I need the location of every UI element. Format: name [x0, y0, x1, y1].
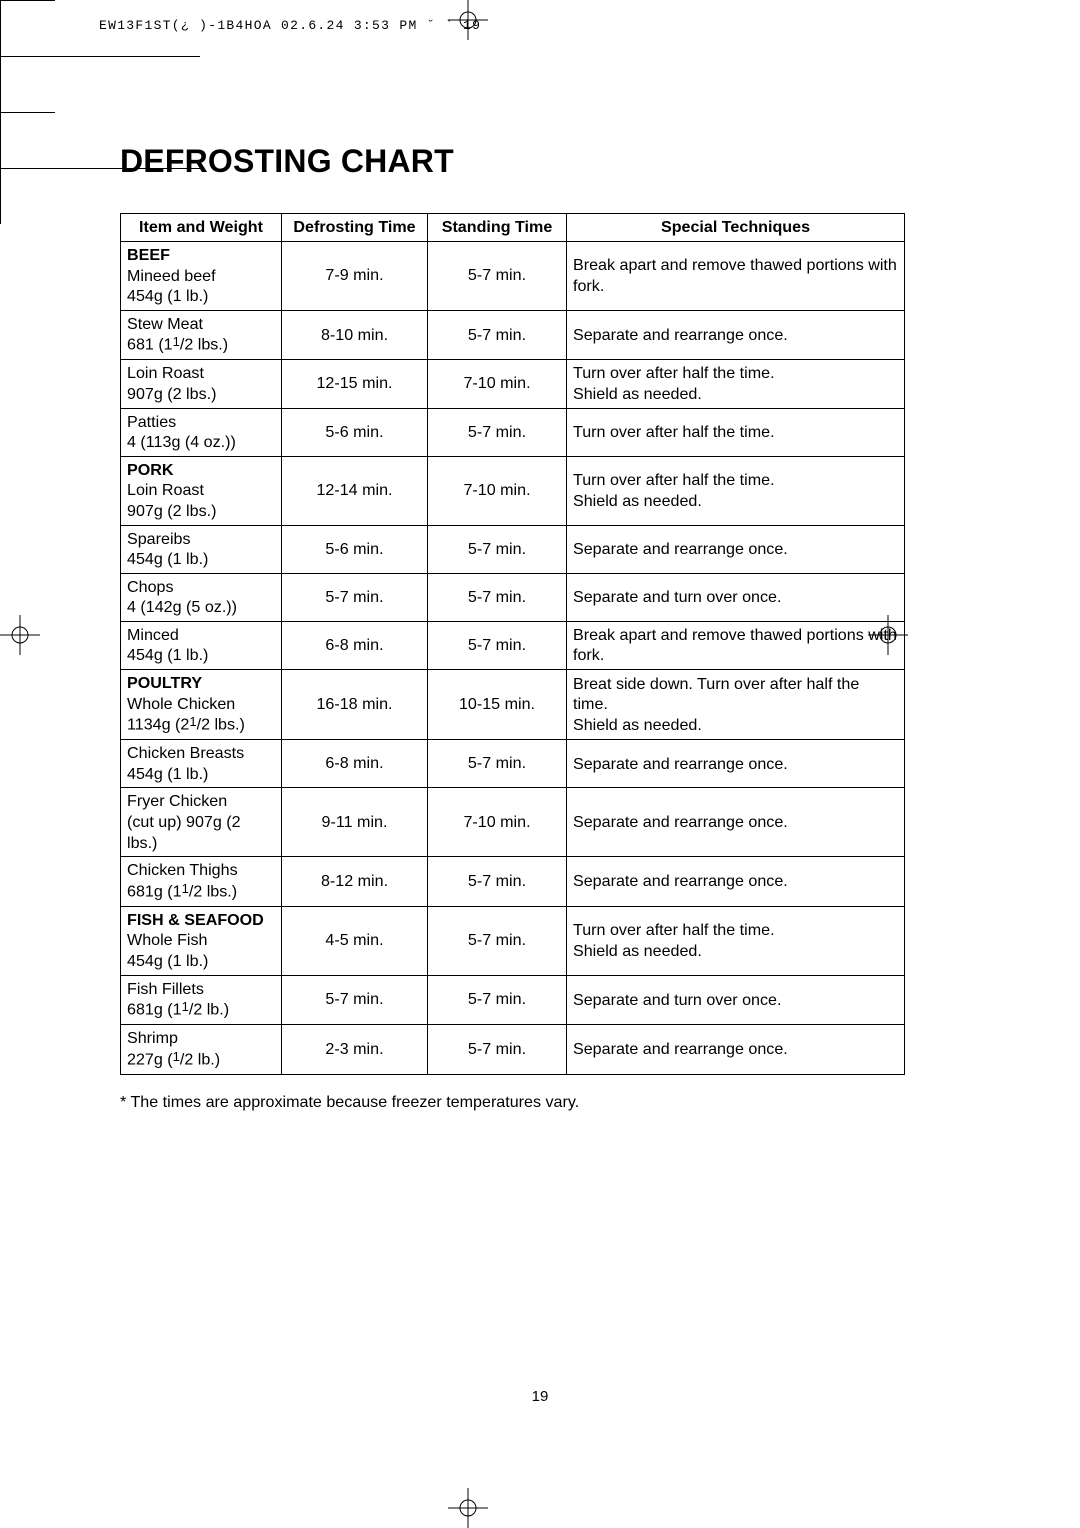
cell-item: Chicken Breasts454g (1 lb.)	[121, 740, 282, 788]
cell-technique: Turn over after half the time.Shield as …	[567, 906, 905, 975]
cell-standing-time: 5-7 min.	[428, 1025, 567, 1075]
cell-item: Chops4 (142g (5 oz.))	[121, 573, 282, 621]
table-row: Shrimp227g (1/2 lb.)2-3 min.5-7 min.Sepa…	[121, 1025, 905, 1075]
table-row: Chicken Breasts454g (1 lb.)6-8 min.5-7 m…	[121, 740, 905, 788]
table-row: Fryer Chicken(cut up) 907g (2 lbs.)9-11 …	[121, 788, 905, 857]
page-title: DEFROSTING CHART	[120, 143, 905, 180]
crop-mark	[0, 56, 200, 57]
table-row: Stew Meat681 (11/2 lbs.)8-10 min.5-7 min…	[121, 310, 905, 360]
col-defrost: Defrosting Time	[282, 214, 428, 242]
cell-defrost-time: 5-7 min.	[282, 975, 428, 1025]
table-row: PORKLoin Roast907g (2 lbs.)12-14 min.7-1…	[121, 456, 905, 525]
cell-technique: Break apart and remove thawed portions w…	[567, 242, 905, 311]
cell-defrost-time: 16-18 min.	[282, 670, 428, 740]
cell-technique: Separate and rearrange once.	[567, 310, 905, 360]
crop-mark	[0, 169, 1, 224]
cell-item: Stew Meat681 (11/2 lbs.)	[121, 310, 282, 360]
cell-technique: Separate and turn over once.	[567, 975, 905, 1025]
cell-item: Shrimp227g (1/2 lb.)	[121, 1025, 282, 1075]
table-row: Loin Roast907g (2 lbs.)12-15 min.7-10 mi…	[121, 360, 905, 408]
page-number: 19	[0, 1388, 1080, 1405]
cell-standing-time: 5-7 min.	[428, 573, 567, 621]
cell-standing-time: 5-7 min.	[428, 740, 567, 788]
cell-item: POULTRYWhole Chicken1134g (21/2 lbs.)	[121, 670, 282, 740]
defrosting-table: Item and Weight Defrosting Time Standing…	[120, 213, 905, 1075]
cell-technique: Breat side down. Turn over after half th…	[567, 670, 905, 740]
cell-defrost-time: 8-10 min.	[282, 310, 428, 360]
footnote: * The times are approximate because free…	[120, 1093, 905, 1112]
cell-defrost-time: 2-3 min.	[282, 1025, 428, 1075]
table-row: FISH & SEAFOODWhole Fish454g (1 lb.)4-5 …	[121, 906, 905, 975]
cell-technique: Separate and turn over once.	[567, 573, 905, 621]
cell-standing-time: 7-10 min.	[428, 456, 567, 525]
cell-technique: Break apart and remove thawed portions w…	[567, 621, 905, 669]
cell-defrost-time: 12-14 min.	[282, 456, 428, 525]
cell-item: Chicken Thighs681g (11/2 lbs.)	[121, 857, 282, 907]
cell-standing-time: 7-10 min.	[428, 788, 567, 857]
cell-item: PORKLoin Roast907g (2 lbs.)	[121, 456, 282, 525]
cell-technique: Turn over after half the time.	[567, 408, 905, 456]
page-content: DEFROSTING CHART Item and Weight Defrost…	[120, 143, 905, 1112]
cell-item: Patties4 (113g (4 oz.))	[121, 408, 282, 456]
cell-technique: Separate and rearrange once.	[567, 740, 905, 788]
table-row: Spareibs454g (1 lb.)5-6 min.5-7 min.Sepa…	[121, 525, 905, 573]
cell-technique: Separate and rearrange once.	[567, 857, 905, 907]
col-item: Item and Weight	[121, 214, 282, 242]
cell-standing-time: 5-7 min.	[428, 242, 567, 311]
cell-defrost-time: 6-8 min.	[282, 740, 428, 788]
cell-standing-time: 5-7 min.	[428, 621, 567, 669]
cell-item: Fryer Chicken(cut up) 907g (2 lbs.)	[121, 788, 282, 857]
cell-defrost-time: 12-15 min.	[282, 360, 428, 408]
crop-mark	[0, 0, 55, 1]
registration-mark-icon	[448, 0, 488, 40]
col-technique: Special Techniques	[567, 214, 905, 242]
table-row: Minced454g (1 lb.)6-8 min.5-7 min.Break …	[121, 621, 905, 669]
cell-defrost-time: 9-11 min.	[282, 788, 428, 857]
cell-item: Loin Roast907g (2 lbs.)	[121, 360, 282, 408]
cell-standing-time: 5-7 min.	[428, 310, 567, 360]
cell-item: Fish Fillets681g (11/2 lb.)	[121, 975, 282, 1025]
crop-mark	[0, 57, 1, 112]
cell-standing-time: 7-10 min.	[428, 360, 567, 408]
cell-defrost-time: 5-6 min.	[282, 525, 428, 573]
table-row: BEEFMineed beef454g (1 lb.)7-9 min.5-7 m…	[121, 242, 905, 311]
cell-defrost-time: 5-7 min.	[282, 573, 428, 621]
registration-mark-icon	[448, 1488, 488, 1528]
table-row: POULTRYWhole Chicken1134g (21/2 lbs.)16-…	[121, 670, 905, 740]
col-stand: Standing Time	[428, 214, 567, 242]
cell-item: Spareibs454g (1 lb.)	[121, 525, 282, 573]
table-header-row: Item and Weight Defrosting Time Standing…	[121, 214, 905, 242]
table-row: Chicken Thighs681g (11/2 lbs.)8-12 min.5…	[121, 857, 905, 907]
document-header-meta: EW13F1ST(¿ )-1B4HOA 02.6.24 3:53 PM ˘ ` …	[99, 18, 481, 33]
cell-technique: Separate and rearrange once.	[567, 525, 905, 573]
cell-technique: Separate and rearrange once.	[567, 1025, 905, 1075]
cell-defrost-time: 7-9 min.	[282, 242, 428, 311]
cell-standing-time: 5-7 min.	[428, 975, 567, 1025]
cell-defrost-time: 8-12 min.	[282, 857, 428, 907]
table-row: Patties4 (113g (4 oz.))5-6 min.5-7 min.T…	[121, 408, 905, 456]
crop-mark	[0, 113, 1, 168]
cell-defrost-time: 4-5 min.	[282, 906, 428, 975]
cell-standing-time: 5-7 min.	[428, 408, 567, 456]
cell-standing-time: 10-15 min.	[428, 670, 567, 740]
cell-technique: Separate and rearrange once.	[567, 788, 905, 857]
cell-defrost-time: 5-6 min.	[282, 408, 428, 456]
cell-standing-time: 5-7 min.	[428, 906, 567, 975]
crop-mark	[0, 1, 1, 56]
cell-defrost-time: 6-8 min.	[282, 621, 428, 669]
cell-item: Minced454g (1 lb.)	[121, 621, 282, 669]
cell-technique: Turn over after half the time.Shield as …	[567, 360, 905, 408]
table-row: Fish Fillets681g (11/2 lb.)5-7 min.5-7 m…	[121, 975, 905, 1025]
cell-item: FISH & SEAFOODWhole Fish454g (1 lb.)	[121, 906, 282, 975]
crop-mark	[0, 112, 55, 113]
table-row: Chops4 (142g (5 oz.))5-7 min.5-7 min.Sep…	[121, 573, 905, 621]
cell-item: BEEFMineed beef454g (1 lb.)	[121, 242, 282, 311]
cell-standing-time: 5-7 min.	[428, 857, 567, 907]
cell-technique: Turn over after half the time.Shield as …	[567, 456, 905, 525]
registration-mark-icon	[0, 615, 40, 655]
cell-standing-time: 5-7 min.	[428, 525, 567, 573]
